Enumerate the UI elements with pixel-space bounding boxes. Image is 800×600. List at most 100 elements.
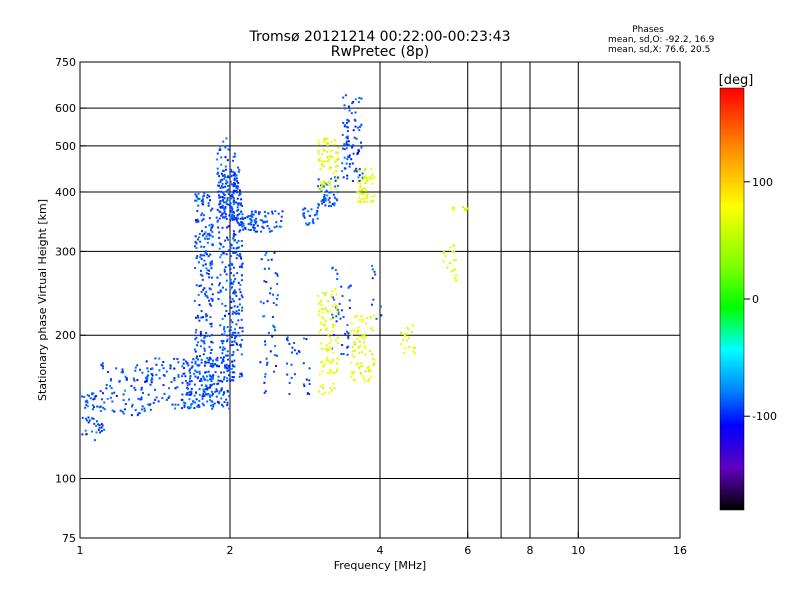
data-point [231, 208, 234, 211]
data-point [354, 98, 357, 101]
data-point [353, 136, 356, 139]
data-point [92, 408, 94, 411]
data-point [351, 353, 354, 356]
data-point [345, 144, 348, 147]
data-point [329, 368, 332, 371]
data-point [219, 356, 222, 359]
data-point [213, 382, 216, 385]
data-point [341, 147, 344, 150]
data-point [249, 218, 252, 221]
data-point [249, 229, 252, 231]
data-point [268, 267, 270, 270]
data-point [318, 204, 320, 207]
data-point [205, 290, 208, 293]
data-point [239, 283, 242, 286]
data-point [350, 333, 353, 336]
data-point [335, 315, 338, 318]
data-point [206, 296, 209, 299]
data-point [281, 210, 284, 213]
data-point [216, 219, 219, 222]
data-point [353, 371, 356, 374]
data-point [238, 334, 241, 337]
data-point [224, 314, 227, 317]
data-point [250, 213, 253, 216]
data-point [356, 331, 359, 334]
data-point [228, 187, 231, 190]
data-point [85, 404, 88, 407]
data-point [197, 358, 200, 361]
data-point [264, 373, 267, 376]
data-point [204, 292, 206, 295]
data-point [307, 210, 310, 213]
data-point [259, 219, 262, 222]
data-point [110, 378, 112, 381]
data-point [303, 212, 305, 215]
data-point [235, 335, 238, 338]
data-point [269, 350, 272, 353]
data-point [324, 294, 327, 296]
data-point [219, 148, 222, 151]
data-point [231, 218, 234, 221]
data-point [325, 309, 328, 312]
data-point [356, 314, 358, 317]
data-point [329, 191, 332, 194]
data-point [324, 348, 327, 350]
data-point [329, 181, 331, 184]
data-point [358, 335, 361, 338]
data-point [162, 361, 165, 363]
data-point [324, 306, 327, 309]
data-point [230, 215, 233, 218]
data-point [335, 362, 338, 365]
data-point [194, 267, 197, 269]
data-point [92, 392, 95, 395]
data-point [92, 398, 95, 401]
data-point [302, 383, 305, 386]
data-point [217, 171, 219, 174]
data-point [230, 319, 233, 322]
data-point [210, 304, 213, 307]
data-point [225, 288, 227, 291]
data-point [234, 291, 237, 294]
data-point [450, 270, 453, 273]
data-point [232, 230, 235, 233]
x-tick-label: 10 [571, 544, 585, 557]
data-point [231, 379, 234, 381]
data-point [322, 291, 325, 294]
data-point [192, 358, 195, 361]
data-point [222, 245, 225, 248]
data-point [211, 374, 214, 377]
data-point [358, 191, 361, 194]
data-point [230, 243, 233, 246]
data-point [353, 118, 356, 121]
data-point [211, 293, 214, 296]
data-point [155, 373, 158, 376]
data-point [174, 403, 177, 406]
data-point [229, 267, 232, 270]
x-tick-label: 1 [77, 544, 84, 557]
data-point [224, 266, 227, 269]
data-point [336, 272, 339, 275]
data-point [210, 390, 213, 393]
data-point [336, 278, 339, 281]
data-point [320, 361, 323, 364]
data-point [332, 371, 335, 374]
data-point [193, 348, 196, 351]
data-point [235, 323, 238, 326]
data-point [236, 349, 239, 351]
data-point [147, 374, 149, 377]
data-point [371, 177, 374, 180]
data-point [326, 143, 329, 146]
data-point [189, 372, 192, 374]
data-point [337, 342, 340, 345]
data-point [364, 336, 367, 339]
data-point [222, 405, 225, 408]
data-point [197, 204, 200, 207]
data-point [124, 408, 126, 411]
data-point [364, 353, 367, 356]
data-point [216, 167, 219, 170]
data-point [320, 181, 323, 184]
data-point [206, 357, 209, 360]
data-point [237, 203, 240, 206]
data-point [358, 179, 361, 182]
data-point [220, 361, 223, 364]
